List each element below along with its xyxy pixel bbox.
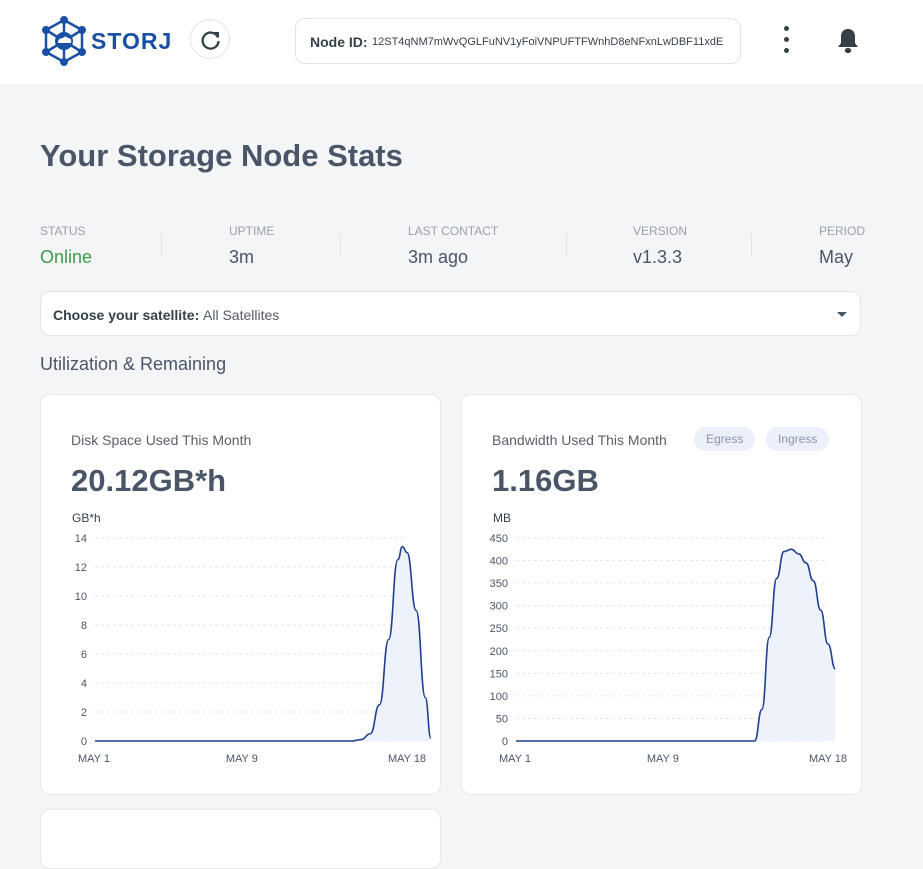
bandwidth-chart-unit: MB [493, 511, 511, 525]
version-stat: VERSION v1.3.3 [633, 224, 687, 268]
bandwidth-y-tick-label: 150 [490, 668, 508, 680]
bandwidth-series-line [516, 548, 837, 742]
disk-y-tick-label: 4 [81, 678, 87, 690]
disk-x-tick-label: MAY 9 [226, 753, 258, 765]
notifications-bell-icon[interactable] [836, 27, 860, 55]
logo-text: STORJ [91, 28, 173, 54]
bandwidth-area-fill [516, 549, 836, 741]
bandwidth-card-title: Bandwidth Used This Month [492, 432, 667, 448]
disk-y-tick-label: 14 [75, 533, 87, 545]
refresh-icon [201, 31, 220, 50]
bandwidth-y-tick-label: 350 [490, 578, 508, 590]
node-id-value: 12ST4qNM7mWvQGLFuNV1yFoiVNPUFTFWnhD8eNFx… [372, 36, 724, 48]
bandwidth-x-tick-label: MAY 9 [647, 753, 679, 765]
ingress-toggle-button[interactable]: Ingress [766, 427, 830, 451]
version-label: VERSION [633, 224, 688, 238]
disk-y-tick-label: 6 [81, 649, 87, 661]
disk-area-fill [95, 546, 431, 741]
last-contact-value: 3m ago [408, 247, 469, 267]
disk-space-chart: 0 2 4 6 8 10 12 14 MAY 1 MAY 9 MAY 18 [75, 533, 432, 765]
uptime-label: UPTIME [229, 224, 275, 238]
disk-y-tick-label: 2 [81, 707, 87, 719]
disk-x-tick-label: MAY 1 [78, 753, 110, 765]
status-value: Online [40, 247, 93, 267]
version-value: v1.3.3 [633, 247, 683, 267]
egress-toggle-button[interactable]: Egress [694, 427, 756, 451]
uptime-value: 3m [229, 247, 255, 267]
stat-divider [161, 234, 162, 256]
storj-logo[interactable]: STORJ [40, 16, 173, 66]
disk-card-total: 20.12GB*h [71, 463, 227, 498]
bandwidth-y-tick-label: 400 [490, 556, 508, 568]
bandwidth-y-tick-label: 450 [490, 533, 508, 545]
disk-chart-unit: GB*h [72, 511, 101, 525]
bandwidth-x-tick-label: MAY 1 [499, 753, 531, 765]
period-value: May [819, 247, 854, 267]
period-label: PERIOD [819, 224, 866, 238]
more-options-icon[interactable] [776, 26, 796, 56]
bandwidth-y-tick-label: 50 [496, 713, 508, 725]
stat-divider [340, 234, 341, 256]
disk-card-title: Disk Space Used This Month [71, 432, 252, 448]
storj-logo-icon [42, 16, 86, 66]
satellite-select-label: Choose your satellite: [53, 307, 200, 323]
satellite-select[interactable]: Choose your satellite: All Satellites [40, 291, 861, 336]
disk-y-tick-label: 8 [81, 620, 87, 632]
bandwidth-y-tick-label: 300 [490, 601, 508, 613]
last-contact-label: LAST CONTACT [408, 224, 499, 238]
bandwidth-y-tick-label: 0 [502, 736, 508, 748]
bandwidth-chart: 0 50 100 150 200 250 300 350 400 450 MAY 1 MAY 9 MAY… [490, 533, 847, 765]
partial-card [40, 809, 441, 869]
disk-y-tick-label: 12 [75, 562, 87, 574]
uptime-stat: UPTIME 3m [229, 224, 274, 268]
disk-x-tick-label: MAY 18 [388, 753, 426, 765]
page-title: Your Storage Node Stats [40, 138, 403, 173]
bandwidth-y-tick-label: 100 [490, 691, 508, 703]
refresh-button[interactable] [190, 19, 230, 59]
last-contact-stat: LAST CONTACT 3m ago [408, 224, 498, 268]
stat-divider [566, 234, 567, 256]
disk-y-tick-label: 0 [81, 736, 87, 748]
disk-y-tick-label: 10 [75, 591, 87, 603]
bandwidth-y-tick-label: 200 [490, 646, 508, 658]
status-label: STATUS [40, 224, 86, 238]
disk-space-card: Disk Space Used This Month 20.12GB*h GB*… [40, 394, 441, 795]
bandwidth-card-total: 1.16GB [492, 463, 599, 498]
top-header: STORJ Node ID: 12ST4qNM7mWvQGLFuNV1yFoiV… [0, 0, 923, 84]
disk-series-line [95, 545, 432, 742]
bandwidth-y-tick-label: 250 [490, 623, 508, 635]
node-id-label: Node ID: [310, 34, 368, 50]
bandwidth-card: Bandwidth Used This Month Egress Ingress… [461, 394, 862, 795]
section-title: Utilization & Remaining [40, 354, 227, 374]
period-stat: PERIOD May [819, 224, 865, 268]
node-id-box[interactable]: Node ID: 12ST4qNM7mWvQGLFuNV1yFoiVNPUFTF… [295, 18, 741, 64]
status-stat: STATUS Online [40, 224, 92, 268]
stat-divider [751, 234, 752, 256]
caret-down-icon [837, 312, 847, 317]
satellite-select-value: All Satellites [203, 307, 280, 323]
bandwidth-x-tick-label: MAY 18 [809, 753, 847, 765]
